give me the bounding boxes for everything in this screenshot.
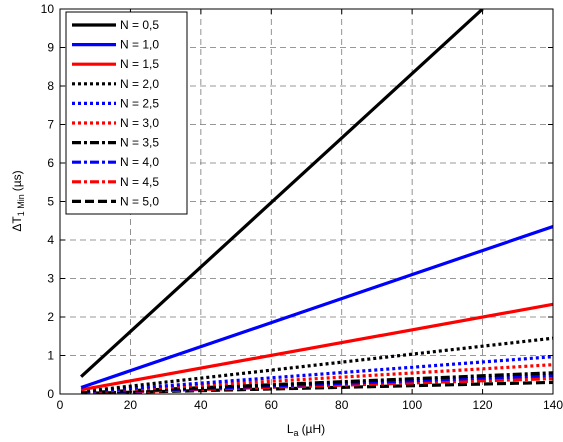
series-line [81, 363, 553, 394]
x-axis-label: La (µH) [287, 422, 325, 438]
legend-label: N = 1,5 [120, 57, 159, 71]
legend-label: N = 2,5 [120, 96, 159, 110]
legend-label: N = 5,0 [120, 194, 159, 208]
y-tick-label: 3 [47, 272, 54, 286]
y-tick-label: 4 [47, 233, 54, 247]
legend-label: N = 4,0 [120, 155, 159, 169]
series-line [80, 224, 553, 390]
y-axis-label: ΔT1 Min(µs) [10, 170, 26, 231]
y-tick-label: 10 [41, 2, 55, 16]
x-tick-label: 20 [124, 398, 138, 412]
legend-label: N = 3,0 [120, 116, 159, 130]
legend-label: N = 2,0 [120, 77, 159, 91]
series-lines [80, 9, 553, 394]
y-tick-label: 0 [47, 387, 54, 401]
x-tick-label: 0 [57, 398, 64, 412]
y-tick-label: 6 [47, 156, 54, 170]
x-tick-label: 40 [194, 398, 208, 412]
series-line [80, 355, 553, 394]
y-tick-label: 9 [47, 41, 54, 55]
legend: N = 0,5 N = 1,0 N = 1,5 N = 2,0 N = 2,5 N = 3… [65, 11, 188, 215]
series-line [80, 302, 553, 392]
legend-label: N = 4,5 [120, 175, 159, 189]
series-line [80, 336, 553, 394]
axis-ticks: 0 20 40 60 80 100 120 140 0 1 2 3 4 5 6 7 8 9 10 [41, 2, 563, 412]
y-tick-label: 5 [47, 195, 54, 209]
legend-label: N = 1,0 [120, 38, 159, 52]
y-tick-label: 2 [47, 310, 54, 324]
x-tick-label: 140 [543, 398, 563, 412]
y-tick-label: 1 [47, 349, 54, 363]
series-line [80, 9, 484, 378]
x-tick-label: 60 [265, 398, 279, 412]
legend-label: N = 0,5 [120, 18, 159, 32]
x-tick-label: 120 [473, 398, 493, 412]
legend-label: N = 3,5 [120, 136, 159, 150]
x-tick-label: 80 [335, 398, 349, 412]
y-tick-label: 7 [47, 118, 54, 132]
y-tick-label: 8 [47, 79, 54, 93]
x-tick-label: 100 [402, 398, 422, 412]
